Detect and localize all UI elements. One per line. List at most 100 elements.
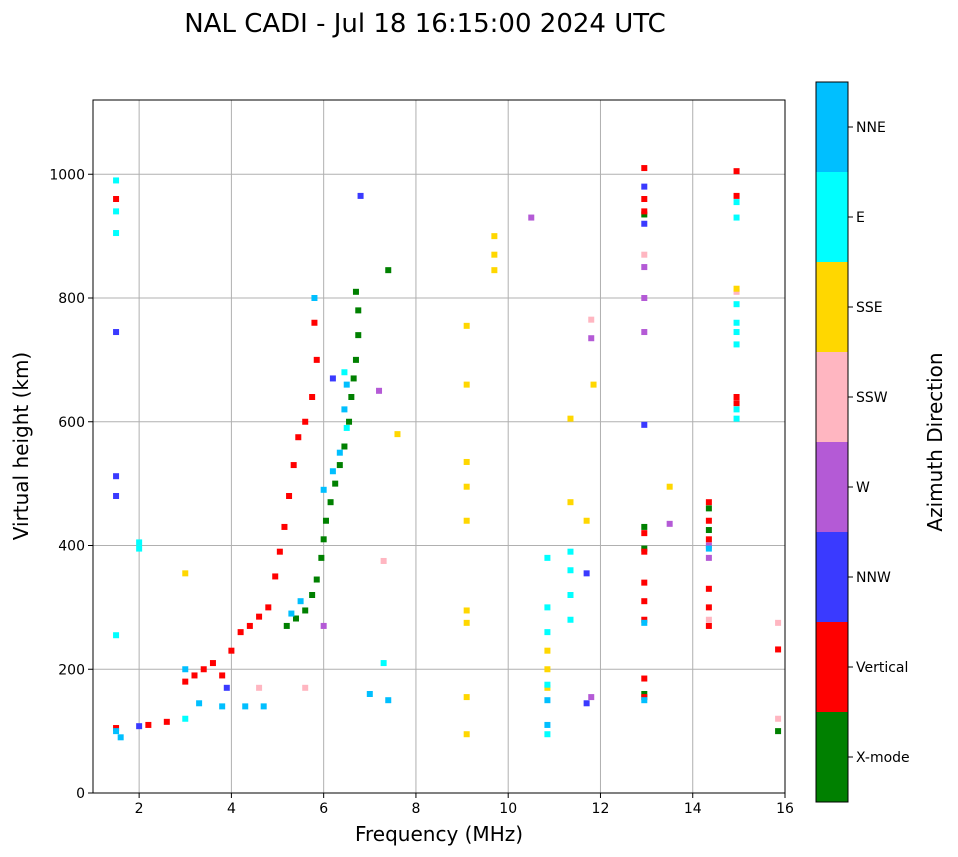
- data-point-x-mode: [705, 527, 712, 534]
- data-point-nnw: [357, 192, 364, 199]
- data-point-vertical: [705, 604, 712, 611]
- data-point-vertical: [775, 646, 782, 653]
- data-point-sse: [491, 267, 498, 274]
- data-point-nne: [260, 703, 267, 710]
- chart-title: NAL CADI - Jul 18 16:15:00 2024 UTC: [184, 9, 666, 39]
- data-point-vertical: [641, 616, 648, 623]
- data-point-w: [641, 295, 648, 301]
- data-point-e: [544, 629, 551, 636]
- data-point-vertical: [705, 536, 712, 543]
- data-point-nne: [385, 697, 392, 704]
- data-point-e: [544, 604, 551, 611]
- y-tick-label: 400: [58, 539, 85, 555]
- data-point-x-mode: [336, 462, 343, 469]
- x-axis-label: Frequency (MHz): [355, 822, 523, 846]
- data-point-vertical: [295, 434, 302, 441]
- data-point-vertical: [309, 394, 316, 400]
- data-point-x-mode: [327, 499, 334, 506]
- data-point-sse: [733, 285, 740, 292]
- y-tick-label: 0: [76, 786, 85, 802]
- data-point-e: [733, 341, 740, 348]
- data-point-w: [641, 264, 648, 271]
- data-point-nne: [341, 406, 348, 413]
- data-point-vertical: [290, 462, 297, 469]
- x-tick-label: 16: [776, 801, 794, 817]
- data-point-w: [320, 622, 327, 629]
- data-point-sse: [463, 483, 470, 490]
- data-point-e: [567, 548, 574, 555]
- data-point-e: [136, 545, 143, 552]
- data-point-e: [113, 177, 120, 184]
- data-point-sse: [463, 458, 470, 465]
- data-point-nne: [329, 468, 336, 475]
- colorbar-swatch: [816, 712, 848, 802]
- x-tick-label: 14: [684, 801, 702, 817]
- x-tick-label: 6: [319, 801, 328, 817]
- colorbar-tick-label: W: [856, 480, 870, 496]
- data-point-sse: [463, 322, 470, 329]
- data-point-sse: [463, 607, 470, 614]
- data-point-vertical: [733, 192, 740, 199]
- colorbar-tick-label: Vertical: [856, 660, 908, 676]
- colorbar-swatch: [816, 172, 848, 262]
- data-point-x-mode: [350, 375, 357, 382]
- data-point-vertical: [113, 725, 120, 732]
- data-point-vertical: [641, 598, 648, 605]
- data-point-e: [733, 301, 740, 308]
- data-point-w: [705, 542, 712, 549]
- data-point-nne: [182, 666, 189, 673]
- data-point-w: [588, 335, 595, 342]
- data-point-e: [733, 415, 740, 422]
- data-point-nne: [544, 697, 551, 704]
- data-point-vertical: [311, 319, 318, 326]
- data-point-x-mode: [352, 356, 359, 363]
- colorbar-swatch: [816, 622, 848, 712]
- data-point-vertical: [200, 666, 207, 673]
- data-point-vertical: [641, 196, 648, 202]
- data-point-w: [376, 387, 383, 394]
- data-point-nnw: [329, 375, 336, 382]
- data-point-sse: [583, 517, 590, 524]
- data-point-nne: [366, 691, 373, 697]
- data-point-x-mode: [641, 691, 648, 697]
- y-tick-label: 800: [58, 291, 85, 307]
- colorbar-label: Azimuth Direction: [923, 352, 947, 531]
- data-point-x-mode: [352, 288, 359, 295]
- data-point-e: [733, 199, 740, 206]
- data-point-vertical: [281, 523, 288, 530]
- data-point-w: [588, 694, 595, 701]
- colorbar-frame: [815, 81, 849, 803]
- data-point-vertical: [705, 499, 712, 506]
- data-point-e: [341, 369, 348, 376]
- data-point-sse: [544, 647, 551, 654]
- data-point-w: [641, 329, 648, 336]
- data-point-nne: [336, 449, 343, 456]
- data-point-sse: [182, 570, 189, 577]
- data-point-e: [733, 406, 740, 413]
- data-point-vertical: [705, 517, 712, 524]
- data-point-sse: [567, 415, 574, 422]
- colorbar: X-mode Vertical NNW W SSW SSE E NNE: [816, 82, 910, 802]
- data-point-sse: [463, 619, 470, 626]
- data-point-ssw: [775, 715, 782, 722]
- data-point-nnw: [583, 570, 590, 577]
- data-point-vertical: [265, 604, 272, 611]
- data-point-x-mode: [346, 418, 353, 425]
- y-tick-label: 1000: [49, 167, 85, 183]
- colorbar-tick-label: X-mode: [856, 750, 910, 766]
- data-point-nnw: [113, 493, 120, 499]
- data-point-nnw: [113, 329, 120, 336]
- data-point-vertical: [641, 208, 648, 215]
- x-tick-label: 4: [227, 801, 236, 817]
- data-point-sse: [567, 499, 574, 506]
- data-point-x-mode: [302, 607, 309, 614]
- data-point-e: [113, 208, 120, 215]
- data-point-vertical: [219, 672, 226, 679]
- colorbar-tick-label: NNW: [856, 570, 891, 586]
- x-tick-label: 2: [135, 801, 144, 817]
- data-point-nnw: [583, 700, 590, 707]
- data-point-vertical: [641, 530, 648, 537]
- data-point-sse: [544, 666, 551, 673]
- data-point-e: [733, 329, 740, 336]
- data-point-vertical: [191, 672, 198, 679]
